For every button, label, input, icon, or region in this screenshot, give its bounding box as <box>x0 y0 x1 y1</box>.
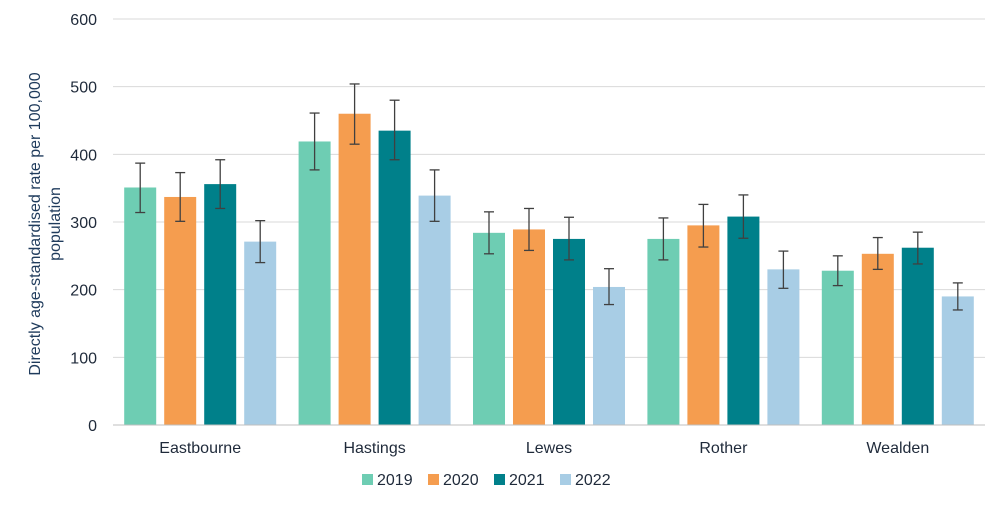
error-bar-wealden-2019 <box>832 255 843 287</box>
y-tick-label: 600 <box>70 12 97 29</box>
error-bar-wealden-2022 <box>952 282 963 311</box>
error-bar-lewes-2019 <box>484 211 494 255</box>
error-bar-rother-2020 <box>698 203 709 248</box>
bar-eastbourne-2019 <box>124 187 157 425</box>
error-bar-lewes-2021 <box>564 216 574 261</box>
y-tick-label: 200 <box>70 283 97 300</box>
x-category-label: Lewes <box>526 440 572 457</box>
legend-label: 2021 <box>509 472 545 489</box>
error-bar-lewes-2022 <box>604 268 614 306</box>
bar-wealden-2020 <box>861 253 894 425</box>
bar-hastings-2021 <box>378 130 411 425</box>
legend-swatch <box>362 474 373 485</box>
error-bar-wealden-2021 <box>912 231 923 265</box>
legend-label: 2019 <box>377 472 413 489</box>
bar-rother-2020 <box>687 225 720 425</box>
bar-lewes-2019 <box>473 232 505 425</box>
legend-item-2021: 2021 <box>494 472 545 489</box>
legend-label: 2020 <box>443 472 479 489</box>
legend-label: 2022 <box>575 472 611 489</box>
legend-item-2020: 2020 <box>428 472 479 489</box>
error-bar-eastbourne-2019 <box>135 162 146 214</box>
bar-rother-2022 <box>767 269 800 425</box>
bar-hastings-2019 <box>298 141 331 425</box>
x-category-label: Rother <box>699 440 748 457</box>
gridlines <box>113 18 985 358</box>
bars <box>124 113 974 425</box>
error-bar-hastings-2020 <box>349 83 360 145</box>
y-tick-label: 500 <box>70 80 97 97</box>
bar-lewes-2021 <box>553 238 585 425</box>
x-category-label: Hastings <box>343 440 405 457</box>
y-tick-label: 0 <box>88 418 97 435</box>
y-axis-label-line1: Directly age-standardised rate per 100,0… <box>27 72 44 375</box>
bar-eastbourne-2022 <box>244 241 277 425</box>
y-tick-label: 400 <box>70 147 97 164</box>
bar-wealden-2022 <box>941 296 974 425</box>
y-tick-label: 100 <box>70 350 97 367</box>
bar-eastbourne-2020 <box>164 196 197 425</box>
legend-item-2019: 2019 <box>362 472 413 489</box>
error-bar-rother-2022 <box>778 250 789 289</box>
category-labels: Eastbourne Hastings Lewes Rother Wealden <box>159 440 929 457</box>
bar-rother-2021 <box>727 216 760 425</box>
bar-eastbourne-2021 <box>204 184 237 425</box>
bar-wealden-2021 <box>901 247 934 425</box>
error-bar-hastings-2022 <box>429 169 440 222</box>
bar-hastings-2020 <box>338 113 371 425</box>
legend: 2019 2020 2021 2022 <box>362 472 611 489</box>
legend-item-2022: 2022 <box>560 472 611 489</box>
x-category-label: Eastbourne <box>159 440 241 457</box>
legend-swatch <box>560 474 571 485</box>
y-tick-label: 300 <box>70 215 97 232</box>
legend-swatch <box>494 474 505 485</box>
error-bar-hastings-2021 <box>389 99 400 161</box>
bar-rother-2019 <box>647 238 680 425</box>
error-bar-wealden-2020 <box>872 236 883 271</box>
bar-lewes-2022 <box>593 286 625 425</box>
error-bar-hastings-2019 <box>309 112 320 171</box>
error-bar-eastbourne-2021 <box>215 159 226 210</box>
error-bar-eastbourne-2020 <box>175 171 186 222</box>
y-axis-label-line2: population <box>47 187 64 261</box>
bar-wealden-2019 <box>821 270 854 425</box>
bar-hastings-2022 <box>418 195 451 425</box>
x-category-label: Wealden <box>866 440 929 457</box>
error-bar-eastbourne-2022 <box>255 219 266 264</box>
error-bars <box>135 83 963 311</box>
error-bar-rother-2021 <box>738 194 749 239</box>
bar-lewes-2020 <box>513 229 545 425</box>
legend-swatch <box>428 474 439 485</box>
error-bar-lewes-2020 <box>524 207 534 252</box>
y-axis-ticks: 0 100 200 300 400 500 600 <box>70 12 97 435</box>
error-bar-rother-2019 <box>658 217 669 261</box>
